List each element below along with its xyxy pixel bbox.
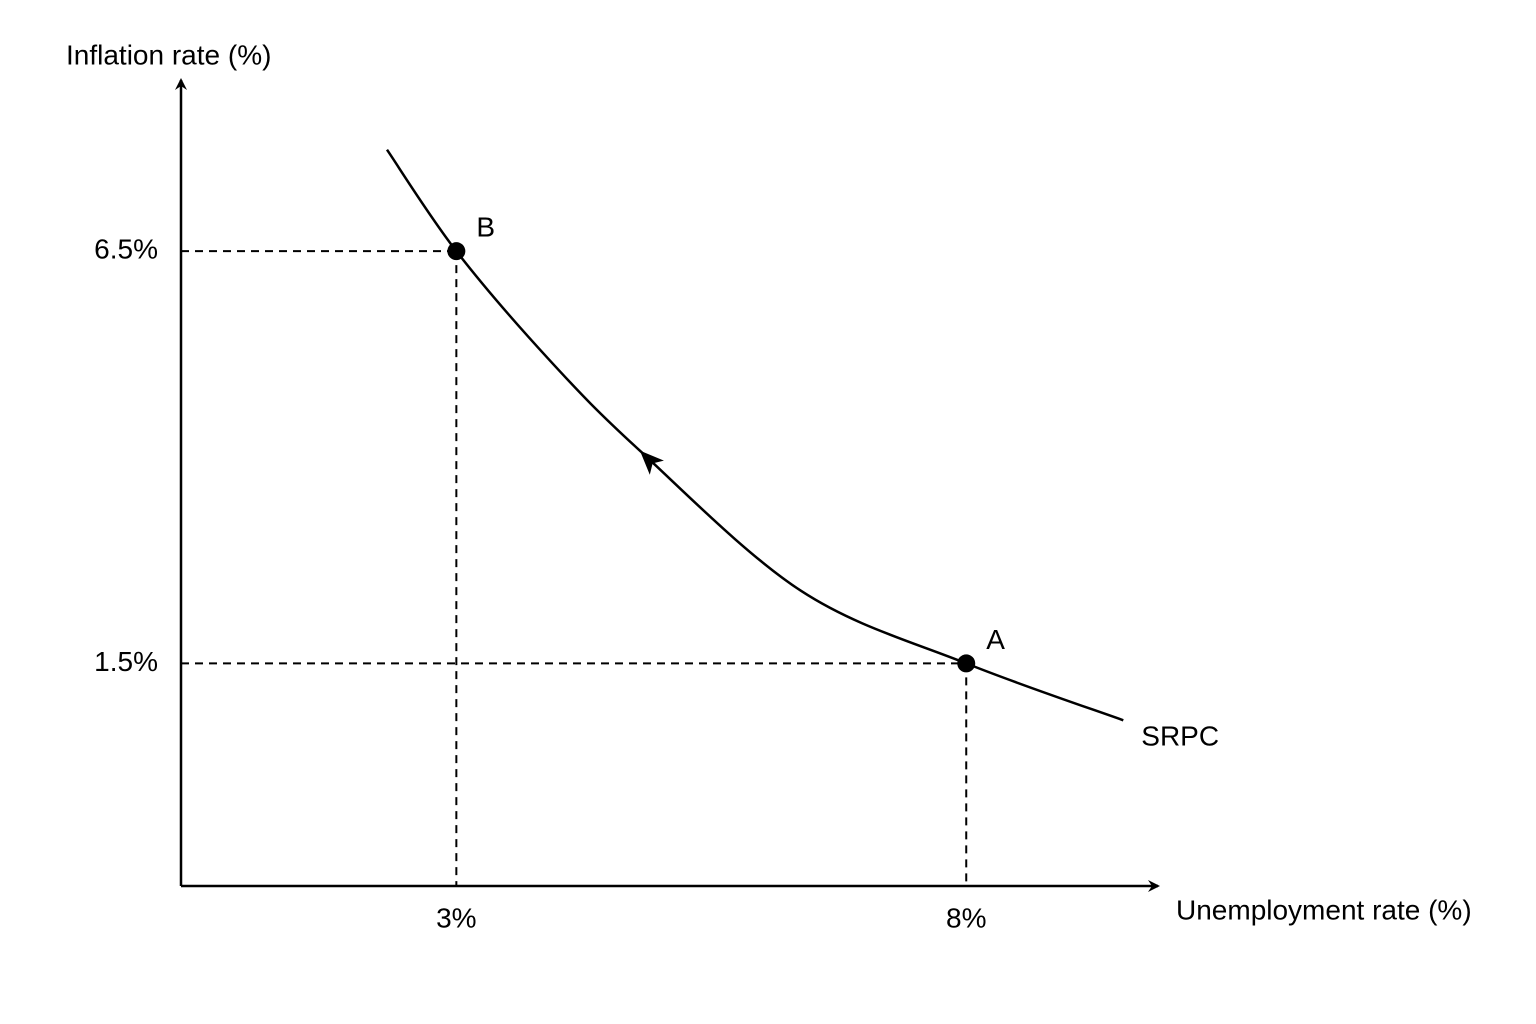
curve: [385, 149, 1124, 722]
direction-arrow: [639, 450, 664, 475]
series-label: SRPC: [1141, 721, 1219, 752]
x-axis-label: Unemployment rate (%): [1176, 894, 1472, 925]
y-tick-label: 1.5%: [94, 646, 158, 677]
point: [447, 242, 466, 261]
y-tick-label: 6.5%: [94, 234, 158, 265]
point-label: B: [476, 212, 495, 243]
x-tick-label: 3%: [436, 902, 476, 933]
y-axis-label: Inflation rate (%): [66, 39, 271, 70]
point-label: A: [986, 624, 1005, 655]
x-tick-label: 8%: [946, 902, 986, 933]
point: [957, 654, 976, 673]
